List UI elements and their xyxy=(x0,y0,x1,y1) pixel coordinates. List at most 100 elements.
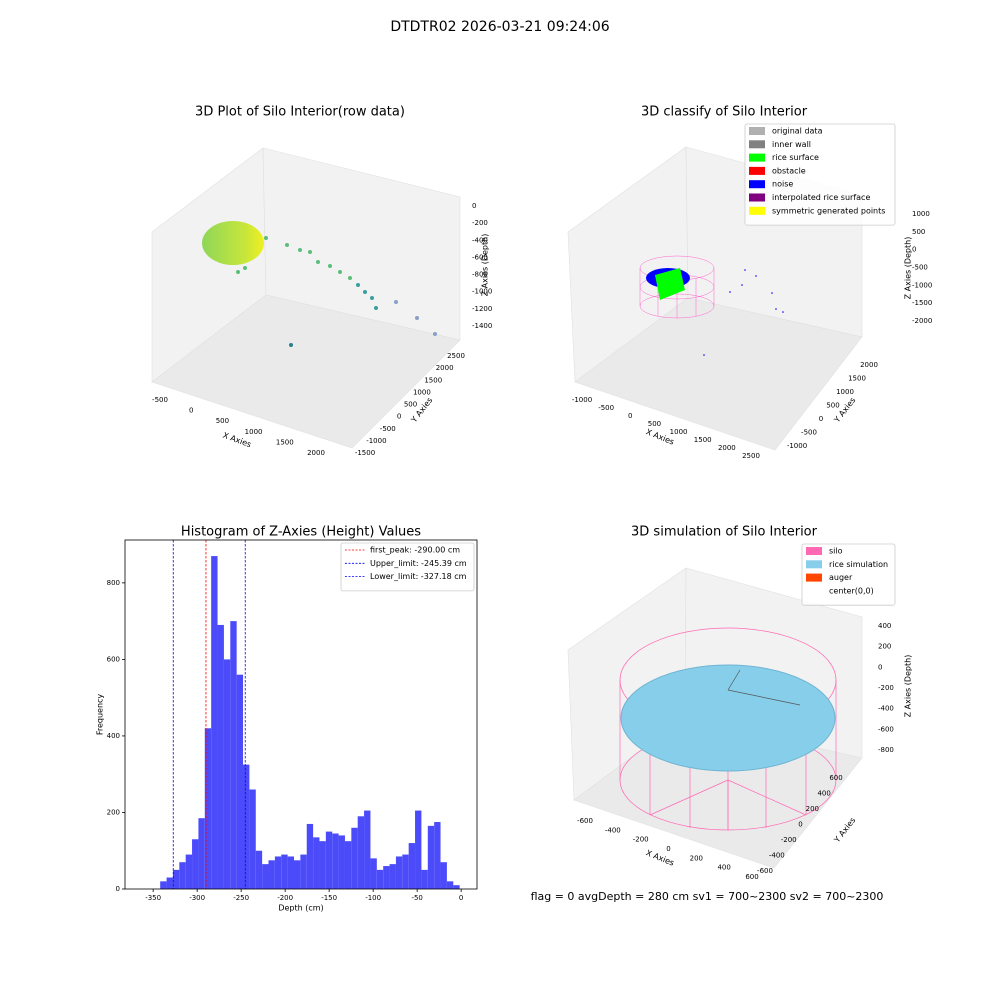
y-tick-label: 1000 xyxy=(413,388,431,396)
z-tick-label: 400 xyxy=(878,622,891,630)
point-cloud xyxy=(655,268,685,300)
legend-label: center(0,0) xyxy=(829,586,874,595)
z-tick-label: -1000 xyxy=(472,288,492,296)
legend-swatch xyxy=(806,573,822,582)
x-tick-label: 1000 xyxy=(245,428,263,436)
y-tick-label: 2000 xyxy=(860,361,878,369)
x-axis-label: Depth (cm) xyxy=(278,904,323,913)
z-tick-label: -200 xyxy=(472,219,488,227)
legend-swatch xyxy=(749,193,765,202)
bar xyxy=(287,856,294,889)
footer: flag = 0 avgDepth = 280 cm sv1 = 700~230… xyxy=(531,890,884,903)
x-tick-label: 0 xyxy=(189,407,193,415)
bar xyxy=(408,843,416,889)
bar xyxy=(274,856,282,889)
bar xyxy=(402,854,409,889)
x-tick-label: -300 xyxy=(189,894,205,902)
legend-swatch xyxy=(749,140,765,149)
bar xyxy=(453,885,460,889)
x-tick-label: 0 xyxy=(666,845,670,853)
y-tick-label: 0 xyxy=(798,821,802,829)
bar xyxy=(179,862,186,889)
auger xyxy=(727,669,741,691)
legend-box xyxy=(744,123,896,226)
bar xyxy=(249,789,256,889)
pane xyxy=(151,294,461,449)
y-tick-label: -200 xyxy=(781,836,797,844)
y-tick-label: 600 xyxy=(107,655,120,663)
x-tick-label: -1000 xyxy=(572,396,592,404)
bar xyxy=(440,862,447,889)
legend-box xyxy=(801,543,896,606)
z-tick-label: -1000 xyxy=(912,281,932,289)
x-tick-label: -150 xyxy=(321,894,337,902)
bar xyxy=(427,825,435,889)
z-axis-label: Z Axies (Depth) xyxy=(904,655,913,718)
y-tick-label: 0 xyxy=(397,413,401,421)
legend-swatch xyxy=(749,206,765,215)
z-tick-label: -600 xyxy=(472,253,488,261)
bar xyxy=(255,850,263,889)
x-tick-label: -500 xyxy=(152,396,168,404)
z-tick-label: 1000 xyxy=(912,210,930,218)
bar xyxy=(376,869,384,889)
y-tick-label: 600 xyxy=(829,774,842,782)
legend-label: silo xyxy=(829,547,843,556)
x-tick-label: 400 xyxy=(717,864,730,872)
bar xyxy=(243,764,250,889)
legend-label: auger xyxy=(829,573,853,582)
legend-swatch xyxy=(749,127,765,135)
z-axis-label: Z Axies (Depth) xyxy=(481,234,490,297)
z-tick-label: -400 xyxy=(878,705,894,713)
z-tick-label: 0 xyxy=(472,202,476,210)
y-tick-label: -500 xyxy=(801,429,817,437)
z-tick-label: -200 xyxy=(878,684,894,692)
bar xyxy=(383,866,390,889)
y-tick-label: -1500 xyxy=(355,449,375,457)
bar xyxy=(421,869,428,889)
bar xyxy=(217,624,224,889)
bar xyxy=(332,833,339,889)
legend-label: interpolated rice surface xyxy=(772,193,870,202)
z-tick-label: -1400 xyxy=(472,322,492,330)
bar xyxy=(306,823,314,889)
bar xyxy=(389,864,396,889)
bar xyxy=(166,877,173,889)
chart-title: Histogram of Z-Axies (Height) Values xyxy=(181,525,421,540)
x-tick-label: 2000 xyxy=(307,449,325,457)
x-tick-label: -200 xyxy=(277,894,293,902)
legend-label: first_peak: -290.00 cm xyxy=(370,546,460,555)
chart-title: 3D Plot of Silo Interior(row data) xyxy=(195,105,405,120)
y-tick-label: 500 xyxy=(826,402,839,410)
plot-frame xyxy=(124,539,478,890)
x-tick-label: 1000 xyxy=(670,428,688,436)
legend-label: Upper_limit: -245.39 cm xyxy=(370,559,467,568)
bar xyxy=(434,822,441,889)
bar xyxy=(338,835,345,889)
bar xyxy=(262,864,269,889)
bar xyxy=(344,841,352,889)
legend-swatch xyxy=(806,547,822,555)
legend-label: symmetric generated points xyxy=(772,206,885,215)
x-tick-label: 2000 xyxy=(718,444,736,452)
figure-title: DTDTR02 2026-03-21 09:24:06 xyxy=(390,19,609,35)
bar xyxy=(223,659,231,889)
legend-label: Lower_limit: -327.18 cm xyxy=(370,572,467,581)
x-tick-label: -400 xyxy=(605,826,621,834)
x-tick-label: 500 xyxy=(216,417,229,425)
chart-title: 3D simulation of Silo Interior xyxy=(631,525,818,540)
y-tick-label: 1500 xyxy=(424,376,442,384)
x-tick-label: 500 xyxy=(648,420,661,428)
z-tick-label: -800 xyxy=(878,746,894,754)
bar xyxy=(160,881,167,889)
y-tick-label: 400 xyxy=(817,790,830,798)
bar xyxy=(325,831,333,889)
z-tick-label: 0 xyxy=(878,663,882,671)
auger xyxy=(727,689,801,706)
bar xyxy=(192,839,199,889)
y-tick-label: 1500 xyxy=(848,375,866,383)
legend-label: inner wall xyxy=(772,140,811,149)
bar xyxy=(230,621,237,889)
y-tick-label: 200 xyxy=(806,805,819,813)
legend-label: rice simulation xyxy=(829,560,888,569)
